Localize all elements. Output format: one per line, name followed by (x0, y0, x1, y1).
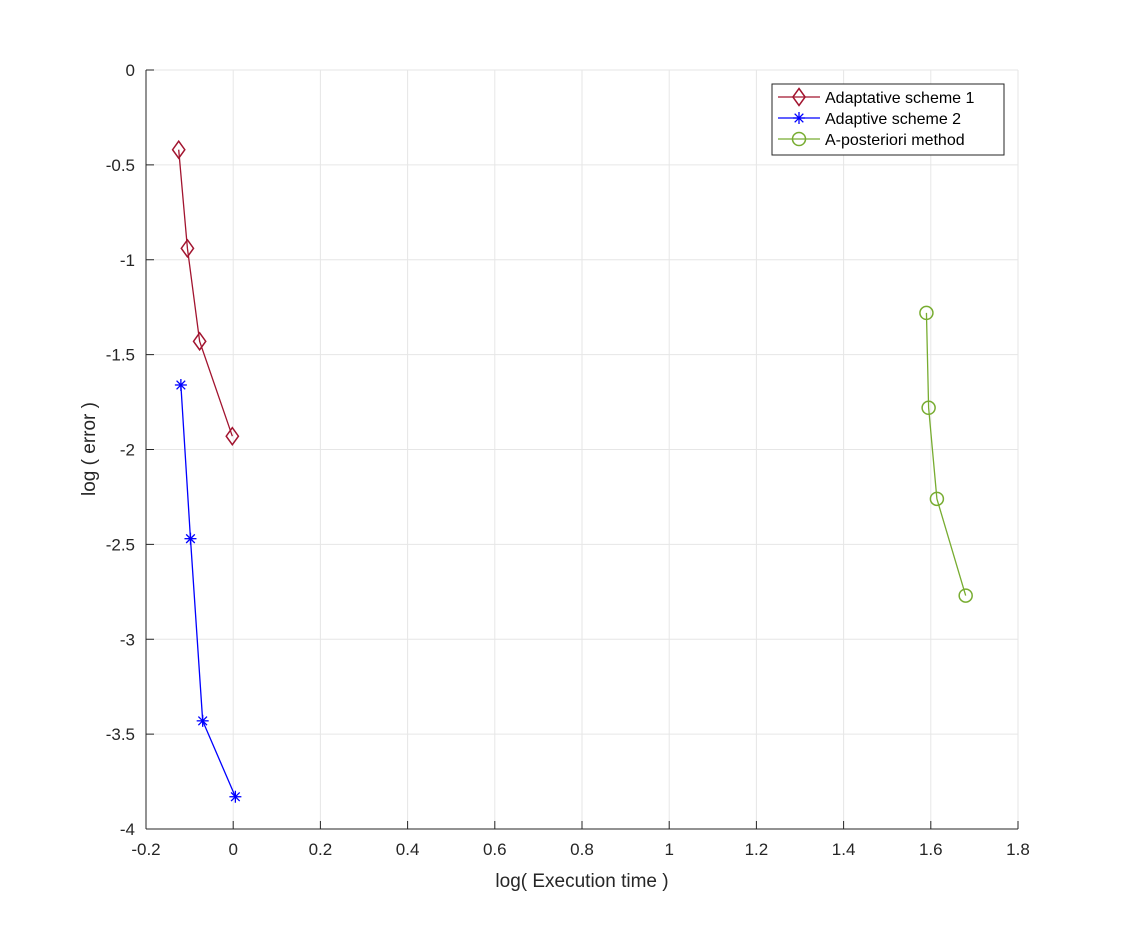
data-point-series-3 (929, 491, 945, 507)
data-point-series-3 (958, 588, 973, 603)
y-axis-label: log ( error ) (79, 402, 100, 496)
legend-marker-3 (791, 131, 807, 147)
y-tick-label: -4 (120, 820, 135, 839)
x-tick-label: 0.2 (309, 840, 333, 859)
data-point-series-2 (196, 714, 209, 727)
data-point-series-1 (171, 139, 186, 160)
data-point-series-3 (921, 400, 936, 416)
x-tick-label: 1.4 (832, 840, 856, 859)
data-point-series-1 (180, 238, 195, 259)
y-tick-label: 0 (126, 61, 135, 80)
data-point-series-2 (229, 790, 242, 803)
legend-label-1: Adaptative scheme 1 (825, 90, 975, 107)
y-tick-label: -2.5 (106, 535, 135, 554)
y-tick-label: -3.5 (106, 725, 135, 744)
x-tick-label: 0.6 (483, 840, 507, 859)
legend-marker-1 (791, 87, 807, 107)
data-point-series-3 (919, 305, 934, 321)
series-layer (171, 139, 973, 803)
x-tick-label: -0.2 (131, 840, 160, 859)
x-tick-label: 1.8 (1006, 840, 1030, 859)
y-tick-label: -0.5 (106, 156, 135, 175)
legend-label-2: Adaptive scheme 2 (825, 111, 961, 128)
ticks: -0.2 0 0.2 0.4 0.6 0.8 1 1.2 1.4 1.6 1.8 0 -0.5 -1 -1.… (106, 61, 1030, 859)
x-axis-label: log( Execution time ) (495, 871, 668, 892)
x-tick-label: 0.4 (396, 840, 420, 859)
legend: Adaptative scheme 1 Adaptive scheme 2 A-po… (771, 83, 1005, 156)
data-point-series-1 (192, 331, 207, 352)
series-line-1 (178, 149, 233, 437)
data-point-series-1 (225, 426, 240, 447)
x-tick-label: 1 (664, 840, 673, 859)
data-point-series-2 (184, 532, 197, 545)
y-tick-label: -3 (120, 630, 135, 649)
y-tick-label: -2 (120, 441, 135, 460)
series-line-2 (180, 384, 236, 797)
y-tick-label: -1.5 (106, 346, 135, 365)
x-tick-label: 0.8 (570, 840, 594, 859)
data-point-series-2 (174, 378, 187, 391)
legend-box (771, 83, 1005, 156)
y-tick-label: -1 (120, 251, 135, 270)
legend-marker-2 (793, 112, 805, 124)
series-line-3 (925, 312, 967, 596)
legend-label-3: A-posteriori method (825, 132, 965, 149)
x-tick-label: 1.2 (745, 840, 769, 859)
x-tick-label: 0 (228, 840, 237, 859)
x-tick-label: 1.6 (919, 840, 943, 859)
